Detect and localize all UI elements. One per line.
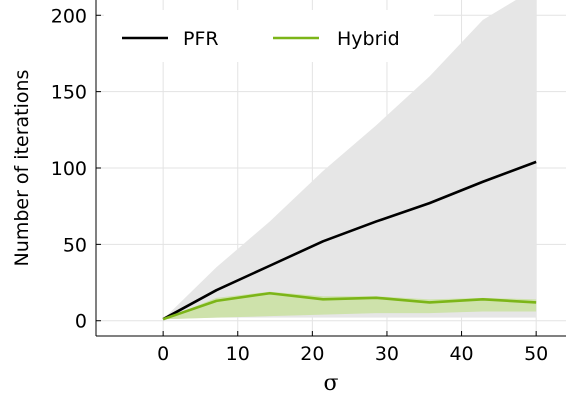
band-pfr [163,0,537,320]
legend: PFR Hybrid [104,10,434,62]
y-tick-label: 100 [51,158,87,180]
series-line-pfr [162,160,537,321]
axes: 0 10 20 30 40 50 0 50 100 150 200 [51,0,566,365]
x-axis-label: σ [323,371,338,396]
y-tick-label: 50 [63,234,87,256]
x-tick-label: 20 [300,343,324,365]
x-tick-label: 50 [524,343,548,365]
x-tick-label: 0 [157,343,169,365]
x-tick-label: 10 [226,343,250,365]
legend-label-hybrid: Hybrid [337,28,400,50]
y-axis-label: Number of iterations [11,70,33,267]
y-tick-label: 0 [75,311,87,333]
legend-box [104,10,434,62]
legend-label-pfr: PFR [183,28,219,50]
band-hybrid [163,291,537,320]
confidence-bands [163,0,537,320]
x-tick-label: 40 [449,343,473,365]
y-tick-label: 200 [51,5,87,27]
y-tick-label: 150 [51,82,87,104]
series-line-hybrid [162,291,537,321]
x-tick-label: 30 [375,343,399,365]
series-lines [162,160,537,321]
